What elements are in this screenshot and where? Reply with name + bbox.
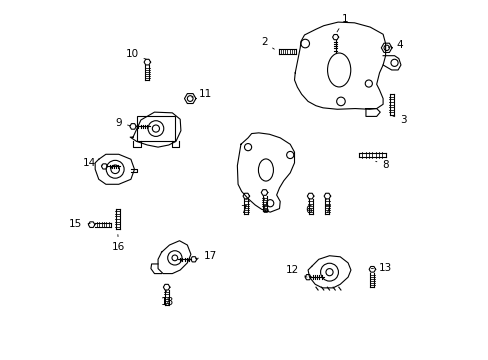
Text: 17: 17 — [195, 251, 217, 261]
Text: 7: 7 — [240, 199, 246, 215]
Text: 6: 6 — [305, 199, 311, 215]
Text: 12: 12 — [285, 265, 306, 277]
Text: 7: 7 — [324, 199, 330, 215]
Text: 5: 5 — [262, 198, 268, 215]
Text: 9: 9 — [115, 118, 130, 128]
Text: 10: 10 — [125, 49, 146, 59]
Text: 18: 18 — [161, 291, 174, 307]
Text: 2: 2 — [260, 37, 274, 49]
Text: 11: 11 — [191, 89, 211, 99]
Text: 8: 8 — [375, 160, 388, 170]
Text: 4: 4 — [387, 40, 403, 50]
Text: 13: 13 — [370, 262, 391, 273]
Text: 15: 15 — [69, 219, 90, 229]
Text: 14: 14 — [82, 158, 102, 168]
Text: 1: 1 — [336, 14, 348, 32]
Text: 16: 16 — [112, 235, 125, 252]
Text: 3: 3 — [392, 115, 406, 125]
